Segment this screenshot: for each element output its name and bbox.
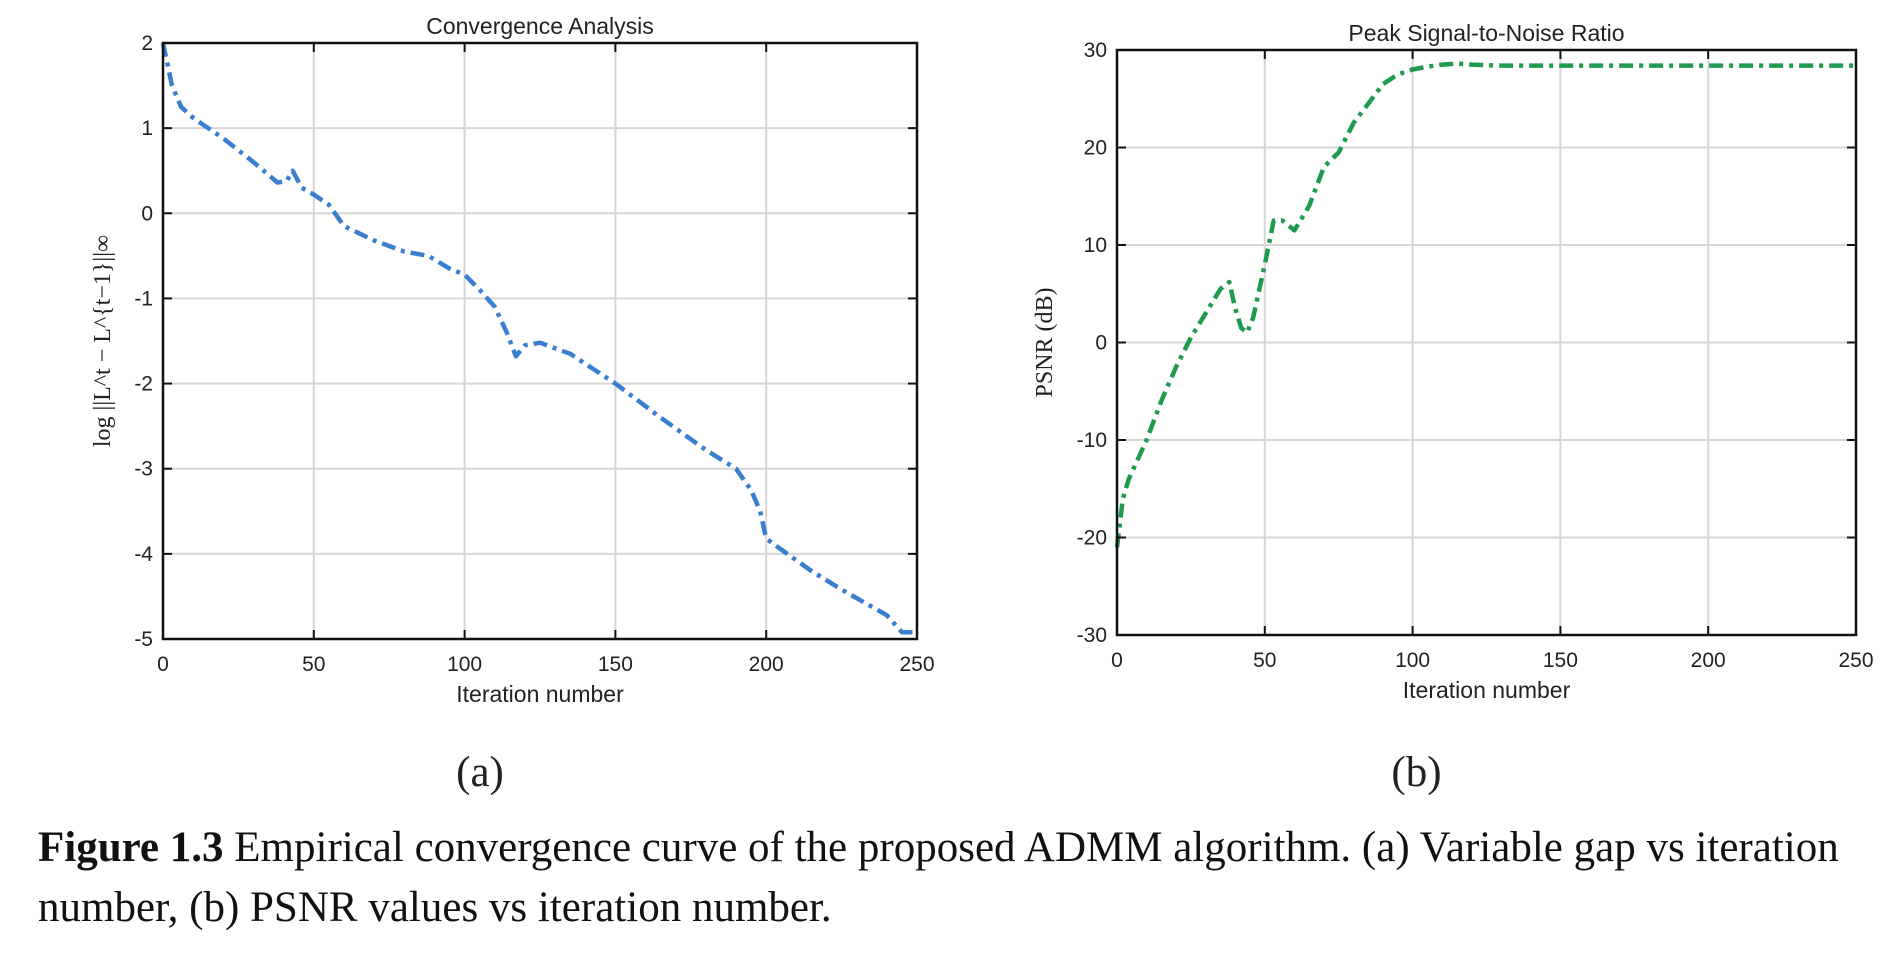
y-tick-label: -5 xyxy=(134,628,153,651)
figure-caption-label: Figure 1.3 xyxy=(38,824,224,871)
x-tick-label: 250 xyxy=(1838,649,1873,672)
figure-caption-text: Empirical convergence curve of the propo… xyxy=(38,824,1839,931)
y-axis-label: log ||L^t − L^{t−1}||∞ xyxy=(90,235,116,447)
x-tick-label: 200 xyxy=(749,653,784,676)
x-tick-label: 0 xyxy=(157,653,169,676)
panel-b-psnr-chart: 0 50 100 150 200 250 -30 -20 -10 0 10 20 30 Peak Sign… xyxy=(1032,20,1874,796)
plot-area-frame xyxy=(161,41,919,641)
x-tick-label: 0 xyxy=(1111,649,1123,672)
panel-label: (a) xyxy=(456,749,504,796)
x-tick-label: 50 xyxy=(302,653,325,676)
y-tick-label: 0 xyxy=(141,202,153,225)
y-tick-label: -2 xyxy=(134,373,153,396)
y-tick-label: -10 xyxy=(1077,429,1107,452)
chart-title: Convergence Analysis xyxy=(426,13,654,39)
x-axis-label: Iteration number xyxy=(1403,677,1571,703)
panel-label: (b) xyxy=(1391,749,1441,796)
y-tick-label: 1 xyxy=(141,117,153,140)
y-tick-label: -30 xyxy=(1077,624,1107,647)
x-tick-label: 50 xyxy=(1253,649,1276,672)
x-tick-label: 100 xyxy=(447,653,482,676)
x-tick-label: 150 xyxy=(598,653,633,676)
series-line-0 xyxy=(1114,61,1856,548)
x-tick-label: 200 xyxy=(1691,649,1726,672)
chart-title: Peak Signal-to-Noise Ratio xyxy=(1348,20,1624,46)
y-tick-label: 2 xyxy=(141,32,153,55)
y-tick-label: 20 xyxy=(1084,137,1107,160)
x-tick-label: 100 xyxy=(1395,649,1430,672)
y-tick-label: -1 xyxy=(134,287,153,310)
y-tick-label: 10 xyxy=(1084,234,1107,257)
y-tick-label: -20 xyxy=(1077,527,1107,550)
x-axis-label: Iteration number xyxy=(456,681,624,707)
y-tick-label: 0 xyxy=(1095,332,1107,355)
series-line-0 xyxy=(160,42,917,635)
y-tick-label: -4 xyxy=(134,543,153,566)
y-axis-label: PSNR (dB) xyxy=(1032,287,1058,397)
y-tick-label: 30 xyxy=(1084,39,1107,62)
y-tick-label: -3 xyxy=(134,458,153,481)
panel-a-convergence-chart: 0 50 100 150 200 250 -5 -4 -3 -2 -1 0 1 2 Convergence … xyxy=(90,13,935,796)
x-tick-label: 250 xyxy=(899,653,934,676)
figure-caption: Figure 1.3 Empirical convergence curve o… xyxy=(38,818,1878,938)
x-tick-label: 150 xyxy=(1543,649,1578,672)
